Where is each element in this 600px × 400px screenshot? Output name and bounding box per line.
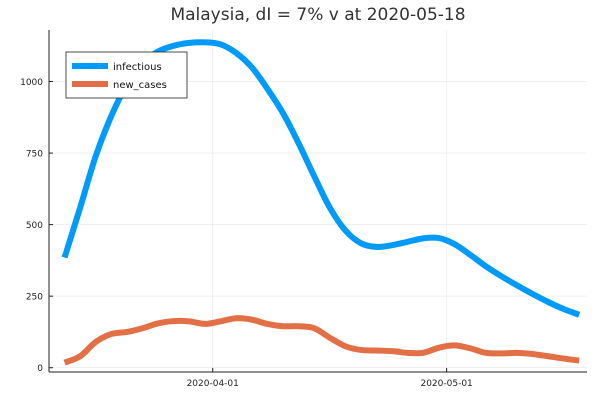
- legend-box: [65, 51, 188, 99]
- series-line-new-cases: [63, 315, 580, 366]
- chart-title: Malaysia, dI = 7% v at 2020-05-18: [170, 5, 465, 25]
- x-tick-label: 2020-04-01: [187, 379, 239, 389]
- grid-lines: [49, 30, 587, 372]
- axes: [48, 30, 587, 373]
- legend-label-infectious: infectious: [113, 62, 162, 73]
- y-tick-label: 250: [26, 293, 43, 303]
- x-tick-label: 2020-05-01: [420, 379, 472, 389]
- legend: infectious new_cases: [65, 51, 188, 99]
- y-tick-label: 1000: [20, 78, 43, 88]
- y-tick-label: 750: [26, 150, 43, 160]
- y-tick-label: 0: [37, 364, 43, 374]
- legend-label-new-cases: new_cases: [113, 80, 167, 91]
- y-tick-label: 500: [26, 221, 43, 231]
- tick-labels: 0 250 500 750 1000 2020-04-01 2020-05-01: [20, 78, 473, 389]
